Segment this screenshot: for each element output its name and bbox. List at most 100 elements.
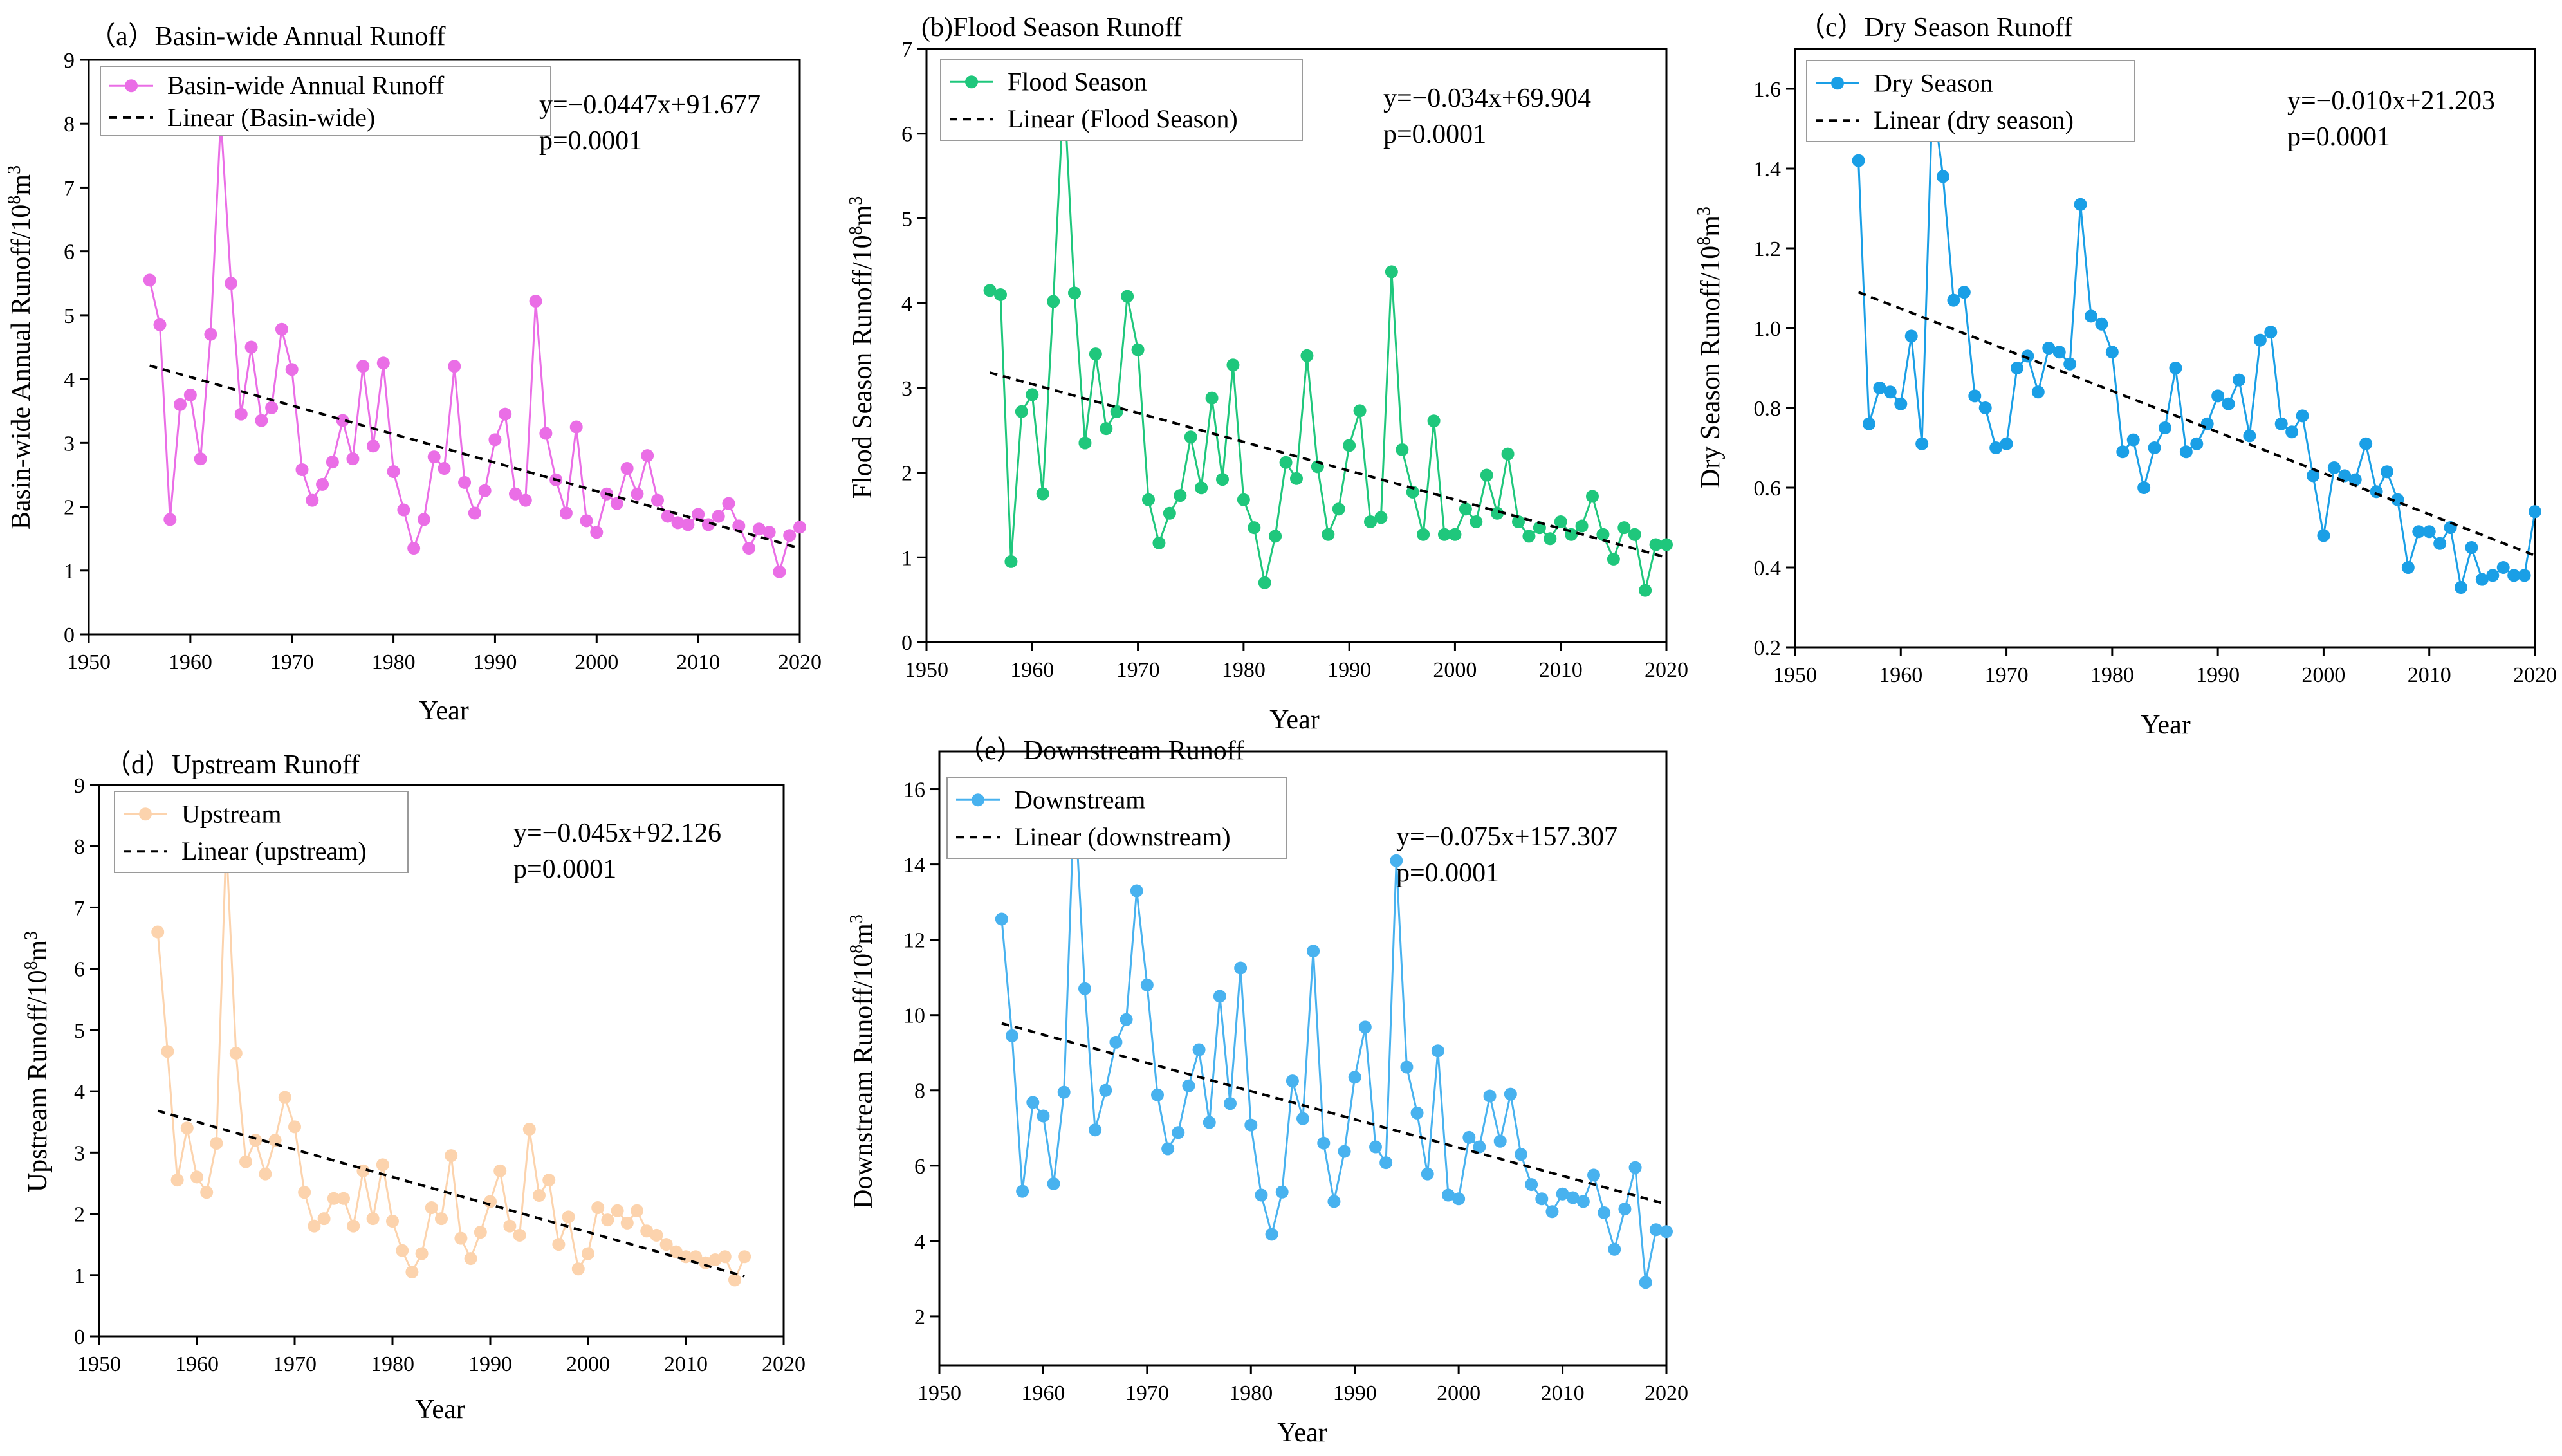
x-tick-label: 2000: [575, 650, 618, 674]
data-point: [728, 1273, 741, 1287]
data-point: [571, 1262, 585, 1276]
data-point: [631, 487, 644, 501]
trend-line: [1857, 291, 2536, 557]
data-point: [1431, 1044, 1444, 1058]
data-point: [366, 1212, 380, 1226]
legend-trend-label: Linear (dry season): [1874, 106, 2074, 134]
y-tick-label: 2: [64, 496, 75, 520]
data-point: [1057, 1085, 1071, 1099]
data-point: [552, 1238, 566, 1251]
data-point: [1172, 1126, 1185, 1139]
data-point: [170, 1174, 184, 1187]
legend-series-label: Upstream: [181, 799, 282, 828]
y-tick-label: 1: [64, 560, 75, 584]
x-axis-title: Year: [1277, 1418, 1327, 1448]
data-point: [2496, 561, 2510, 574]
data-point: [183, 388, 197, 401]
data-point: [1016, 1184, 1029, 1198]
data-point: [1026, 388, 1039, 401]
data-point: [1438, 528, 1451, 541]
data-point: [2264, 326, 2278, 339]
data-point: [671, 516, 685, 530]
data-point: [1894, 397, 1908, 410]
data-point: [983, 284, 997, 297]
y-tick-label: 3: [901, 377, 912, 401]
chart-panel-c: （c）Dry Season Runoff 1950 1960 1970 1980 1990…: [1694, 13, 2557, 740]
data-point: [306, 493, 319, 507]
legend-series-marker: [1831, 77, 1844, 90]
data-point: [1873, 382, 1886, 394]
data-point: [1265, 1228, 1278, 1241]
data-point: [239, 1155, 252, 1168]
legend-box: [1806, 60, 2135, 142]
data-point: [1883, 385, 1897, 399]
x-tick-label: 1960: [175, 1352, 219, 1376]
data-point: [438, 462, 451, 475]
data-point: [712, 510, 725, 523]
regression-equation: y=−0.010x+21.203: [2287, 86, 2495, 116]
data-point: [427, 450, 441, 464]
legend-series-label: Basin-wide Annual Runoff: [167, 71, 445, 100]
y-tick-label: 7: [74, 896, 85, 920]
chart-title: （d）Upstream Runoff: [104, 750, 360, 780]
data-point: [2021, 349, 2034, 363]
x-tick-label: 2000: [1433, 658, 1477, 682]
data-point: [1628, 528, 1641, 541]
data-point: [225, 277, 237, 290]
x-axis-title: Year: [415, 1395, 465, 1424]
data-point: [376, 1158, 389, 1172]
x-tick-label: 1960: [1879, 663, 1922, 687]
x-tick-label: 1980: [2090, 663, 2134, 687]
legend-trend-label: Linear (downstream): [1014, 822, 1231, 851]
data-point: [2074, 198, 2087, 211]
data-point: [2475, 573, 2489, 586]
data-point: [464, 1252, 477, 1266]
x-tick-label: 1990: [468, 1352, 512, 1376]
y-axis-title: Basin-wide Annual Runoff/108m3: [5, 165, 37, 530]
data-point: [174, 398, 187, 411]
chart-title: （c）Dry Season Runoff: [1798, 13, 2072, 42]
data-point: [1586, 490, 1599, 503]
data-point: [718, 1250, 732, 1264]
data-point: [1237, 493, 1250, 506]
data-point: [425, 1201, 438, 1215]
data-point: [2465, 541, 2478, 554]
y-tick-label: 6: [914, 1155, 925, 1179]
y-tick-label: 1.6: [1754, 78, 1782, 102]
data-point: [1089, 1123, 1102, 1137]
data-point: [1327, 1195, 1341, 1208]
y-tick-label: 0.8: [1754, 397, 1782, 421]
x-tick-label: 2010: [2408, 663, 2451, 687]
x-tick-label: 2020: [778, 650, 822, 674]
data-point: [143, 273, 156, 287]
data-point: [163, 513, 177, 526]
data-point: [1110, 405, 1123, 418]
x-tick-label: 1950: [905, 658, 948, 682]
data-point: [2159, 421, 2171, 434]
data-point: [1255, 1188, 1268, 1202]
data-point: [376, 356, 390, 370]
series-line: [1000, 793, 1667, 1283]
data-point: [1660, 538, 1673, 551]
data-point: [1556, 1187, 1569, 1201]
data-point: [448, 360, 461, 373]
data-point: [1205, 391, 1219, 405]
data-point: [1286, 1074, 1299, 1088]
y-axis-title: Dry Season Runoff/108m3: [1694, 207, 1726, 488]
x-tick-label: 2010: [1541, 1381, 1585, 1405]
y-tick-label: 0.4: [1754, 557, 1782, 580]
data-point: [1915, 437, 1929, 450]
data-point: [1244, 1118, 1258, 1132]
data-point: [1649, 1223, 1663, 1237]
data-point: [559, 506, 573, 520]
data-point: [620, 462, 634, 475]
data-point: [641, 449, 654, 463]
plot-frame: [98, 784, 785, 1338]
data-point: [1213, 990, 1226, 1003]
data-point: [347, 1219, 360, 1233]
data-point: [275, 322, 288, 336]
chart-title: (b)Flood Season Runoff: [921, 13, 1182, 42]
data-point: [1348, 1071, 1361, 1084]
data-point: [590, 526, 604, 539]
